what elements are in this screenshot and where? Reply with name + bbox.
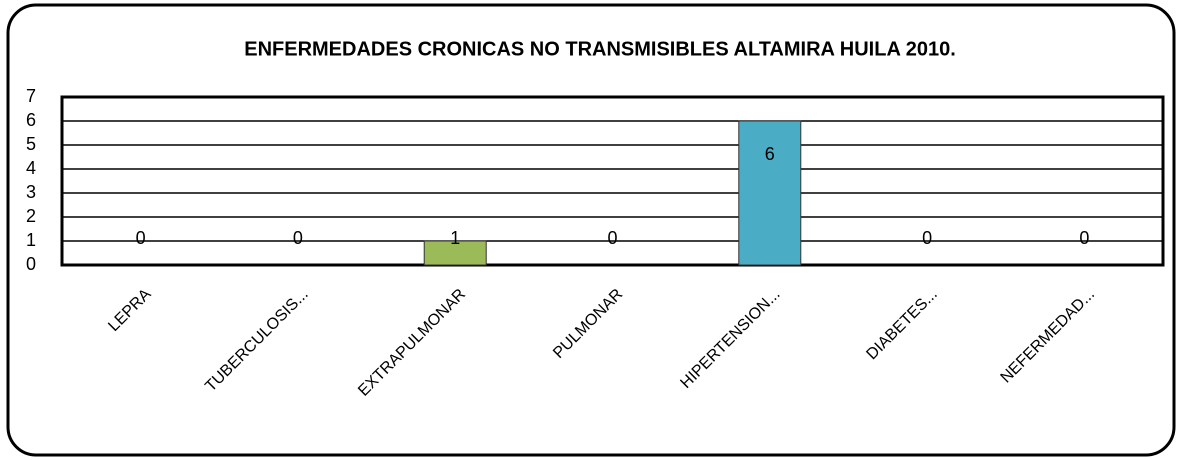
y-tick-label: 4 xyxy=(26,158,36,178)
y-tick-label: 7 xyxy=(26,86,36,106)
chart-title: ENFERMEDADES CRONICAS NO TRANSMISIBLES A… xyxy=(244,38,956,60)
data-label: 0 xyxy=(293,228,303,248)
bar xyxy=(738,120,802,266)
data-label: 0 xyxy=(136,228,146,248)
y-tick-label: 2 xyxy=(26,206,36,226)
data-label: 0 xyxy=(922,228,932,248)
data-label: 0 xyxy=(1079,228,1089,248)
chart-frame xyxy=(6,3,1176,457)
y-tick-label: 6 xyxy=(26,110,36,130)
bar xyxy=(423,240,487,266)
y-tick-label: 3 xyxy=(26,182,36,202)
data-label: 1 xyxy=(450,228,460,248)
y-tick-label: 5 xyxy=(26,134,36,154)
data-label: 6 xyxy=(765,144,775,164)
plot-border xyxy=(60,95,1165,267)
data-label: 0 xyxy=(607,228,617,248)
y-tick-label: 0 xyxy=(26,254,36,274)
y-tick-label: 1 xyxy=(26,230,36,250)
